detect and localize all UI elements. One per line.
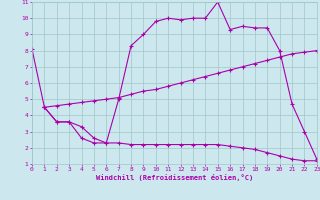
X-axis label: Windchill (Refroidissement éolien,°C): Windchill (Refroidissement éolien,°C) [96, 174, 253, 181]
